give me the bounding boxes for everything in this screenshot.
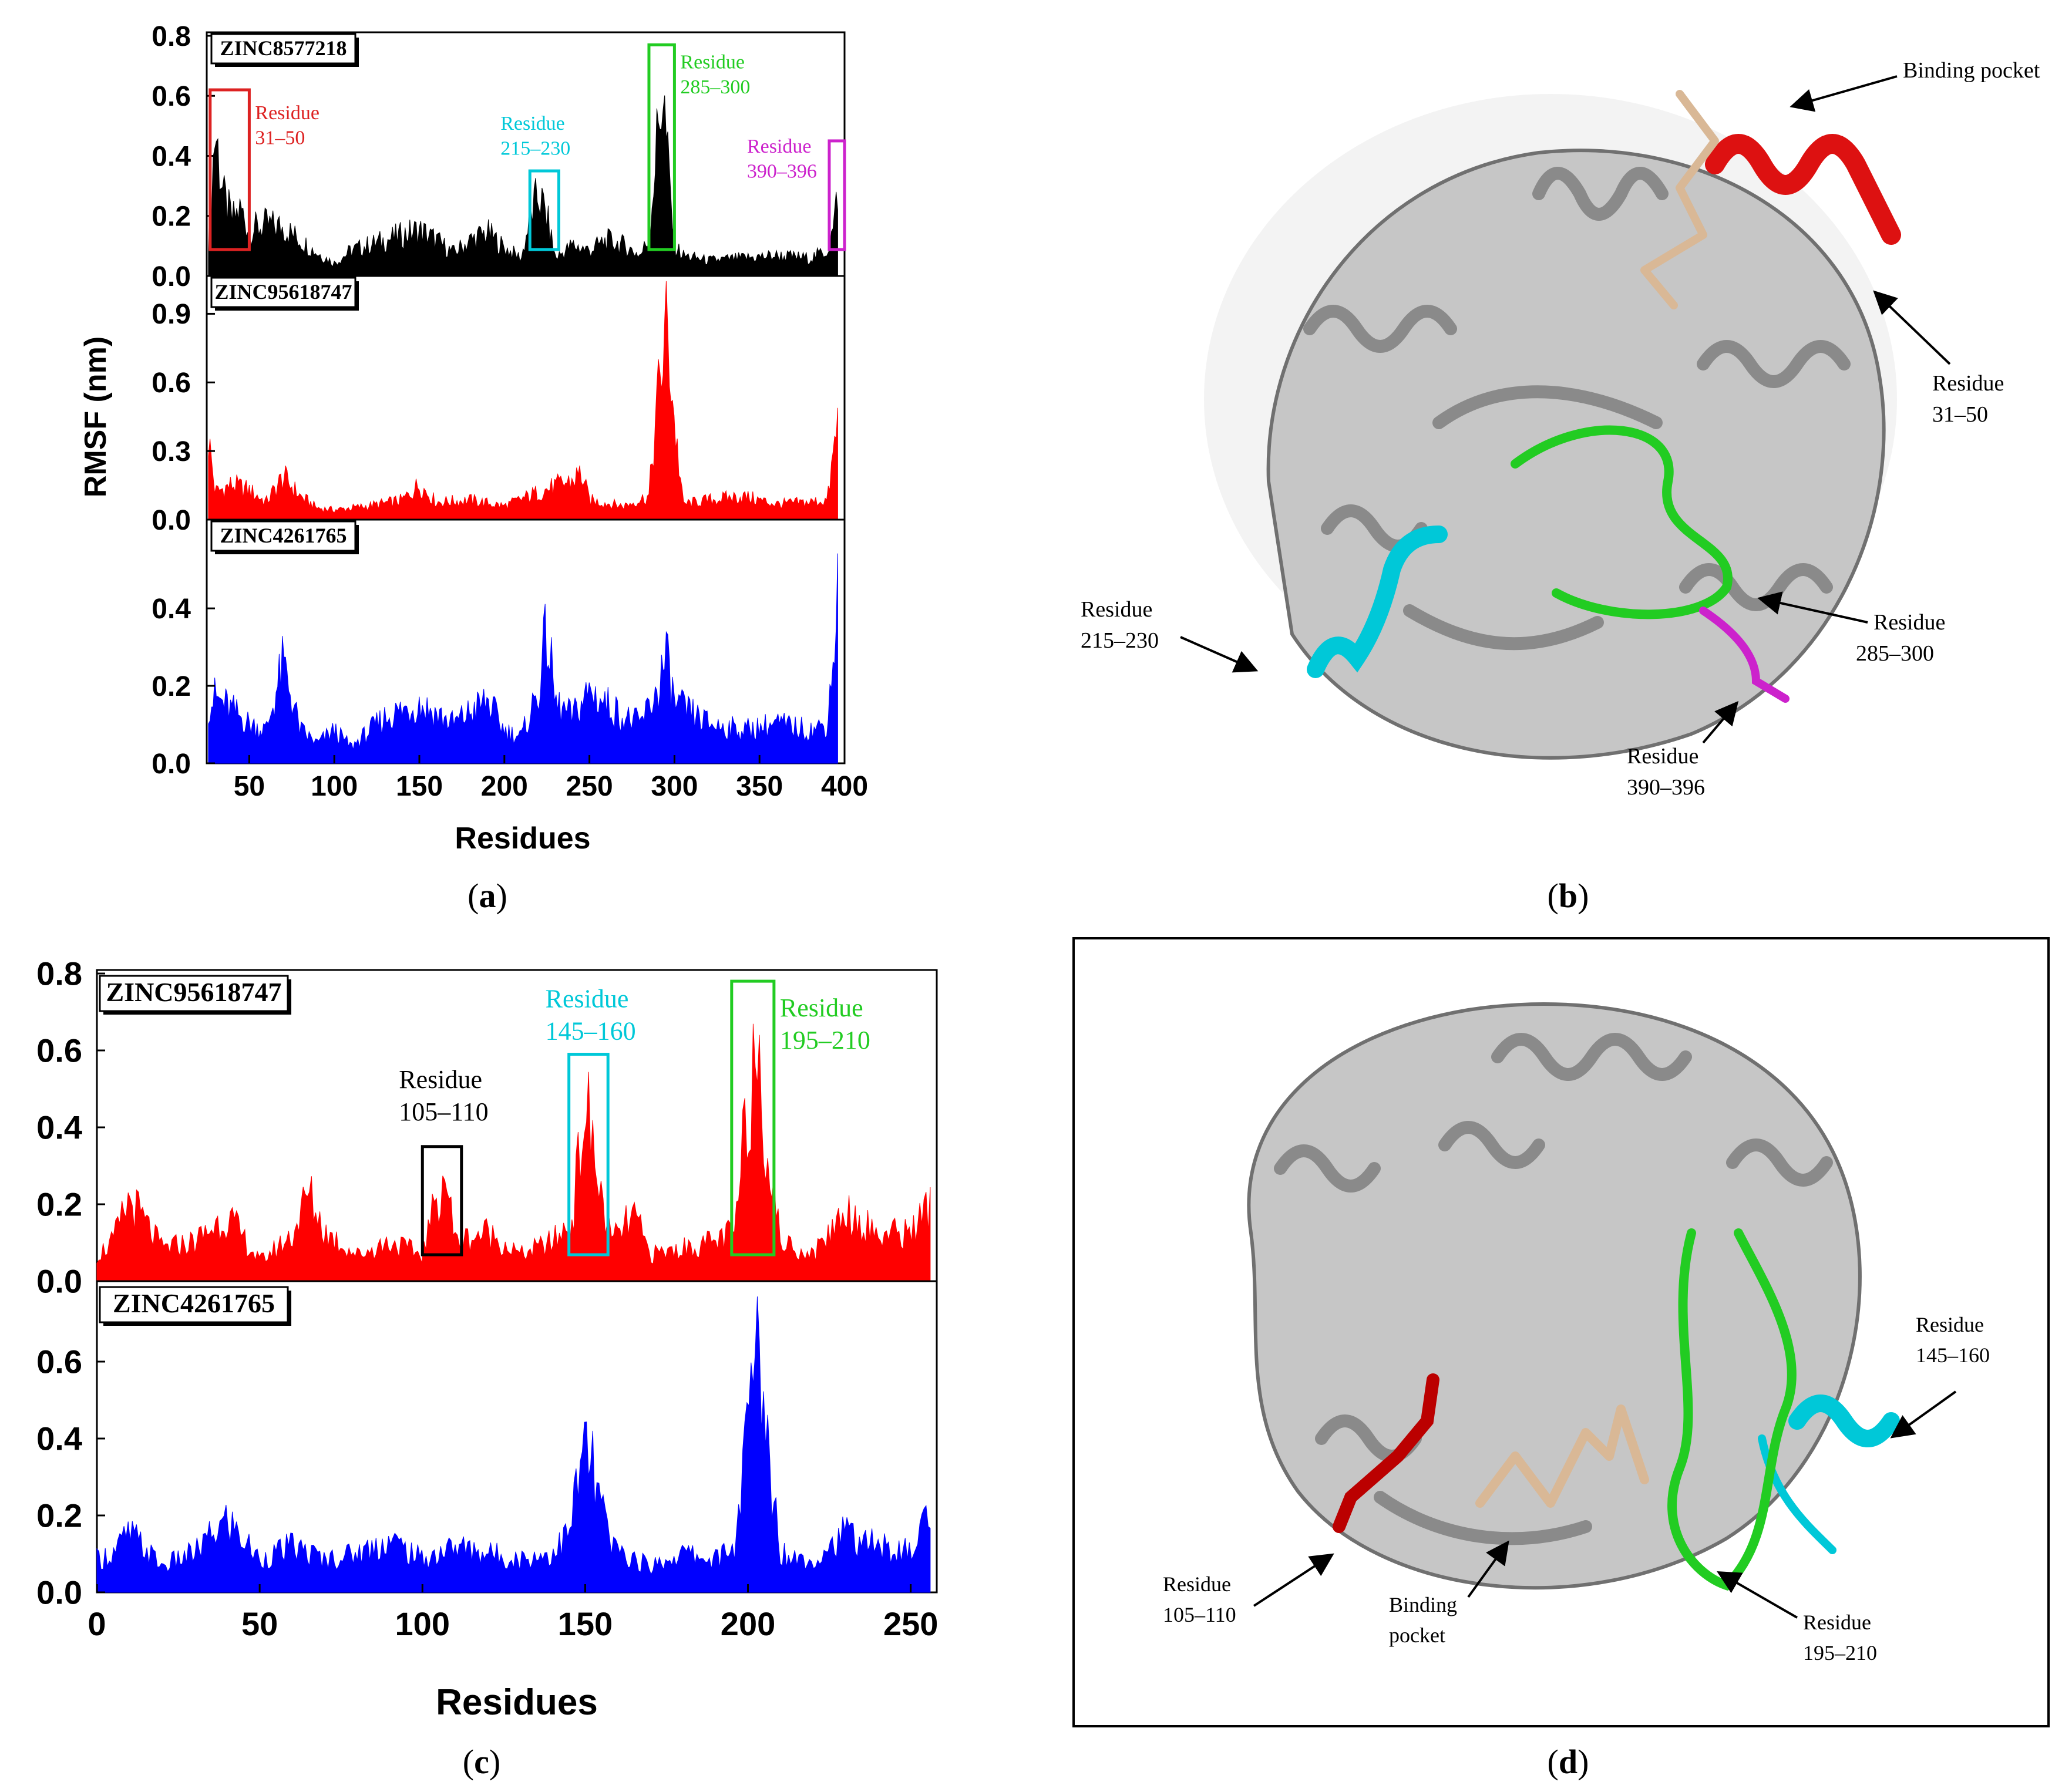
panel-a-caption: (a) [467,877,507,915]
x-tick-label: 250 [566,771,613,802]
panel-d: Residue 145–160 Residue 105–110 Binding … [1074,938,2049,1781]
series-area [97,1296,930,1592]
y-tick-label: 0.4 [36,1420,82,1457]
y-tick-label: 0.4 [152,141,191,172]
panel-d-letter: d [1559,1743,1577,1781]
label-b-residue-390-396-line2: 390–396 [1627,775,1705,800]
y-tick-label: 0.2 [36,1497,82,1534]
panel-a: 0.0 0.2 0.4 0.6 0.8 ZINC8577218 0.0 0.3 0.6 0.9 ZI… [79,21,868,915]
label-b-residue-31-50-line2: 31–50 [1932,402,1988,427]
x-tick-label: 400 [821,771,868,802]
label-b-residue-390-396-line1: Residue [1627,744,1698,769]
panel-c-letter: c [474,1743,489,1781]
x-tick-label: 50 [234,771,265,802]
highlight-label-line1: Residue [680,51,745,73]
y-tick-label: 0.6 [36,1343,82,1380]
panel-b: Binding pocket Residue 31–50 Residue 285… [1081,58,2040,915]
y-tick-label: 0.0 [152,261,191,292]
y-tick-label: 0.6 [152,81,191,112]
panel-a-xlabel: Residues [455,821,590,855]
label-b-residue-215-230-line1: Residue [1081,597,1152,622]
highlight-label-line2: 31–50 [255,127,305,149]
highlight-label-line1: Residue [500,113,565,134]
panel-c: 0.0 0.2 0.4 0.6 0.8 ZINC95618747 0.0 0.2 0.4 0.6 Z… [36,955,938,1781]
highlight-label-line2: 215–230 [500,138,570,160]
label-b-residue-285-300-line2: 285–300 [1856,641,1934,666]
panel-b-caption: (b) [1548,877,1589,915]
label-b-binding-pocket: Binding pocket [1903,58,2040,83]
panel-a-ylabel: RMSF (nm) [79,336,113,497]
series-name-label: ZINC95618747 [106,977,281,1007]
y-tick-label: 0.2 [36,1186,82,1223]
highlight-label-line2: 105–110 [399,1097,488,1126]
y-tick-label: 0.6 [36,1032,82,1069]
x-tick-label: 150 [396,771,443,802]
x-tick-label: 300 [651,771,698,802]
label-d-residue-195-210-line1: Residue [1803,1611,1871,1634]
y-tick-label: 0.4 [152,594,191,625]
series-area [208,554,838,763]
x-tick-label: 200 [721,1605,775,1642]
highlight-label-line1: Residue [255,102,319,124]
series-ZINC4261765: 0.0 0.2 0.4 ZINC4261765 [152,520,845,780]
highlight-label-line2: 390–396 [747,160,817,182]
label-b-residue-31-50-line1: Residue [1932,371,2004,396]
y-tick-label: 0.0 [152,749,191,780]
protein-structure-b [1204,94,1897,758]
label-b-residue-285-300-line1: Residue [1873,610,1945,635]
label-d-residue-105-110-line2: 105–110 [1163,1603,1236,1626]
series-name-label: ZINC4261765 [220,524,347,547]
x-tick-label: 200 [481,771,528,802]
series-name-label: ZINC8577218 [220,36,347,60]
label-d-residue-145-160-line2: 145–160 [1916,1343,1990,1367]
highlight-label-line2: 285–300 [680,76,750,98]
x-tick-label: 0 [88,1605,106,1642]
y-tick-label: 0.9 [152,299,191,330]
y-tick-label: 0.8 [152,21,191,52]
highlight-label-line1: Residue [780,993,863,1022]
panel-a-plot: 0.0 0.2 0.4 0.6 0.8 ZINC8577218 0.0 0.3 0.6 0.9 ZI… [152,21,868,802]
highlight-label-line1: Residue [546,985,629,1013]
label-d-residue-105-110-line1: Residue [1163,1572,1231,1596]
highlight-label-line1: Residue [399,1065,482,1094]
x-tick-label: 250 [883,1605,938,1642]
x-tick-label: 100 [395,1605,450,1642]
highlight-label-line1: Residue [747,136,812,157]
x-tick-label: 100 [311,771,358,802]
y-tick-label: 0.0 [36,1263,82,1300]
panel-a-letter: a [479,877,496,915]
series-name-label: ZINC95618747 [214,280,352,304]
label-d-residue-145-160-line1: Residue [1916,1313,1984,1336]
series-name-label: ZINC4261765 [113,1288,275,1318]
series-area [97,1024,930,1281]
label-d-binding-pocket-line2: pocket [1389,1623,1445,1647]
panel-c-plot: 0.0 0.2 0.4 0.6 0.8 ZINC95618747 0.0 0.2 0.4 0.6 Z… [36,955,938,1642]
highlight-390–396: Residue 390–396 [747,136,845,250]
x-tick-label: 150 [558,1605,613,1642]
y-tick-label: 0.0 [152,505,191,536]
y-tick-label: 0.4 [36,1109,82,1146]
series-area [208,281,838,520]
y-tick-label: 0.6 [152,368,191,399]
panel-d-caption: (d) [1548,1743,1589,1781]
x-tick-label: 50 [241,1605,278,1642]
y-tick-label: 0.0 [36,1574,82,1611]
label-d-binding-pocket-line1: Binding [1389,1593,1457,1616]
highlight-label-line2: 145–160 [546,1017,636,1046]
panel-c-xlabel: Residues [436,1682,598,1723]
label-b-residue-215-230-line2: 215–230 [1081,628,1159,653]
label-d-residue-195-210-line2: 195–210 [1803,1641,1877,1665]
y-tick-label: 0.2 [152,201,191,233]
highlight-label-line2: 195–210 [780,1026,870,1055]
y-tick-label: 0.3 [152,436,191,467]
panel-b-letter: b [1559,877,1577,915]
y-tick-label: 0.2 [152,671,191,702]
series-ZINC95618747: 0.0 0.3 0.6 0.9 ZINC95618747 [152,276,845,536]
panel-c-caption: (c) [463,1743,500,1781]
plot-frame [207,276,845,520]
x-tick-label: 350 [736,771,783,802]
series-ZINC4261765: 0.0 0.2 0.4 0.6 ZINC4261765 [36,1281,937,1611]
y-tick-label: 0.8 [36,955,82,992]
